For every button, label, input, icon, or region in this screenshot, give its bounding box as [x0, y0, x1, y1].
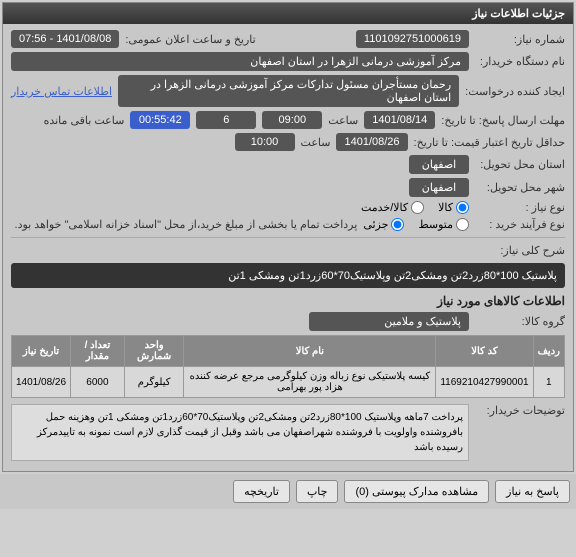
desc-value: پلاستیک 100*80زرد2تن ومشکی2تن وپلاستیک70… [11, 263, 565, 288]
process-partial[interactable]: جزئی [363, 218, 404, 231]
deadline-label: مهلت ارسال پاسخ: تا تاریخ: [441, 114, 565, 127]
announce-label: تاریخ و ساعت اعلان عمومی: [125, 33, 255, 46]
process-medium[interactable]: متوسط [418, 218, 469, 231]
items-section-title: اطلاعات کالاهای مورد نیاز [11, 294, 565, 308]
price-valid-label: حداقل تاریخ اعتبار قیمت: تا تاریخ: [414, 136, 565, 149]
table-cell: کیسه پلاستیکی نوع زباله وزن کیلوگرمی مرج… [184, 367, 436, 398]
table-header: واحد شمارش [124, 336, 184, 367]
buyer-contact-link[interactable]: اطلاعات تماس خریدار [11, 85, 112, 98]
table-cell: 1401/08/26 [12, 367, 71, 398]
price-valid-date: 1401/08/26 [336, 133, 407, 151]
need-type-goods-label: کالا [438, 201, 453, 214]
panel-title: جزئیات اطلاعات نیاز [3, 3, 573, 24]
remaining-timer: 00:55:42 [130, 111, 190, 129]
process-partial-radio[interactable] [391, 218, 404, 231]
need-type-service[interactable]: کالا/خدمت [361, 201, 424, 214]
need-loc-label: استان محل تحویل: [475, 158, 565, 171]
announce-value: 1401/08/08 - 07:56 [11, 30, 119, 48]
creator-label: ایجاد کننده درخواست: [465, 85, 565, 98]
table-header: ردیف [533, 336, 564, 367]
process-medium-label: متوسط [418, 218, 453, 231]
creator-value: رحمان مستأجران مسئول تدارکات مرکز آموزشی… [118, 75, 459, 107]
buyer-note-value: پرداخت 7ماهه وپلاستیک 100*80زرد2تن ومشکی… [11, 404, 469, 461]
buyer-note-label: توضیحات خریدار: [475, 404, 565, 417]
reply-button[interactable]: پاسخ به نیاز [495, 480, 570, 503]
desc-label: شرح کلی نیاز: [475, 244, 565, 257]
remaining-label: ساعت باقی مانده [44, 114, 125, 127]
group-value: پلاستیک و ملامین [309, 312, 469, 331]
need-number-label: شماره نیاز: [475, 33, 565, 46]
buyer-org-value: مرکز آموزشی درمانی الزهرا در استان اصفها… [11, 52, 469, 71]
price-valid-time: 10:00 [235, 133, 295, 151]
process-label: نوع فرآیند خرید : [475, 218, 565, 231]
need-details-panel: جزئیات اطلاعات نیاز شماره نیاز: 11010927… [2, 2, 574, 472]
need-type-goods[interactable]: کالا [438, 201, 469, 214]
history-button[interactable]: تاریخچه [233, 480, 290, 503]
need-type-group: کالا کالا/خدمت [361, 201, 469, 214]
print-button[interactable]: چاپ [296, 480, 339, 503]
deadline-date: 1401/08/14 [364, 111, 435, 129]
need-type-label: نوع نیاز : [475, 201, 565, 214]
need-type-service-label: کالا/خدمت [361, 201, 408, 214]
deliver-loc-label: شهر محل تحویل: [475, 181, 565, 194]
time-label-2: ساعت [301, 136, 331, 149]
table-row: 11169210427990001کیسه پلاستیکی نوع زباله… [12, 367, 565, 398]
need-type-goods-radio[interactable] [456, 201, 469, 214]
deadline-count: 6 [196, 111, 256, 129]
table-header: نام کالا [184, 336, 436, 367]
table-header: کد کالا [436, 336, 533, 367]
deliver-loc-value: اصفهان [409, 178, 469, 197]
process-partial-label: جزئی [363, 218, 388, 231]
group-label: گروه کالا: [475, 315, 565, 328]
process-note: پرداخت تمام یا بخشی از مبلغ خرید،از محل … [15, 218, 358, 231]
attachments-button[interactable]: مشاهده مدارک پیوستی (0) [344, 480, 489, 503]
buyer-org-label: نام دستگاه خریدار: [475, 55, 565, 68]
need-loc-value: اصفهان [409, 155, 469, 174]
deadline-time: 09:00 [262, 111, 322, 129]
items-table: ردیفکد کالانام کالاواحد شمارشتعداد / مقد… [11, 335, 565, 398]
table-header: تعداد / مقدار [71, 336, 125, 367]
table-cell: 1 [533, 367, 564, 398]
time-label-1: ساعت [328, 114, 358, 127]
need-number-value: 1101092751000619 [356, 30, 469, 48]
table-cell: کیلوگرم [124, 367, 184, 398]
table-cell: 6000 [71, 367, 125, 398]
footer-toolbar: پاسخ به نیاز مشاهده مدارک پیوستی (0) چاپ… [0, 474, 576, 509]
need-type-service-radio[interactable] [411, 201, 424, 214]
table-header: تاریخ نیاز [12, 336, 71, 367]
process-group: متوسط جزئی [363, 218, 469, 231]
table-cell: 1169210427990001 [436, 367, 533, 398]
process-medium-radio[interactable] [456, 218, 469, 231]
